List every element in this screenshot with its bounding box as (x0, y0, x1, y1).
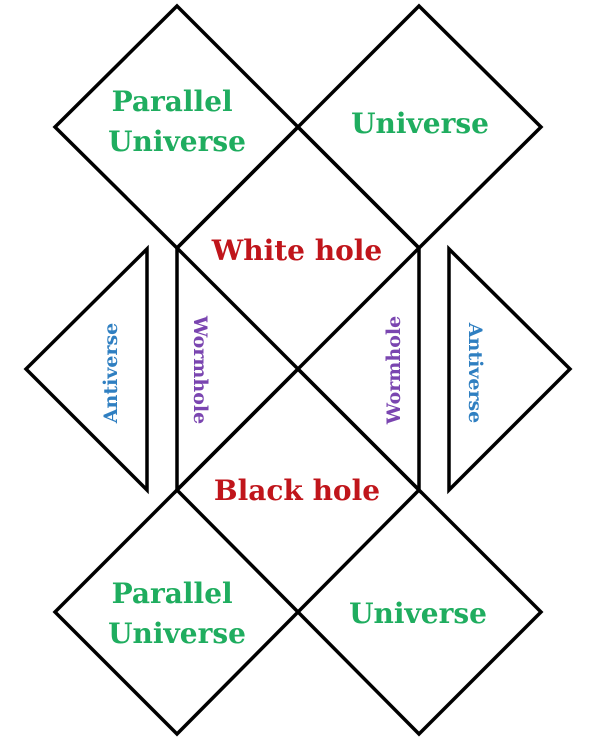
diamond-universe-bottom (295, 487, 544, 737)
label-white-hole: White hole (211, 234, 382, 267)
label-parallel-bottom-line1: Parallel (112, 577, 233, 610)
label-universe-top: Universe (351, 107, 489, 140)
center-line-right (175, 246, 421, 492)
label-parallel-bottom-line2: Universe (108, 617, 246, 650)
diamond-parallel-universe-bottom (52, 487, 301, 737)
triangle-antiverse-right (447, 244, 573, 495)
label-antiverse-right: Antiverse (464, 322, 486, 423)
diamond-center (175, 124, 421, 495)
label-wormhole-left: Wormhole (189, 315, 211, 424)
label-black-hole: Black hole (214, 474, 380, 507)
label-wormhole-right: Wormhole (383, 316, 405, 425)
triangle-antiverse-left (23, 244, 149, 495)
label-parallel-universe-bottom: Parallel Universe (108, 577, 246, 650)
label-parallel-universe-top: Parallel Universe (108, 85, 246, 158)
label-parallel-top-line2: Universe (108, 125, 246, 158)
label-parallel-top-line1: Parallel (112, 85, 233, 118)
label-universe-bottom: Universe (349, 597, 487, 630)
label-antiverse-left: Antiverse (100, 323, 122, 424)
